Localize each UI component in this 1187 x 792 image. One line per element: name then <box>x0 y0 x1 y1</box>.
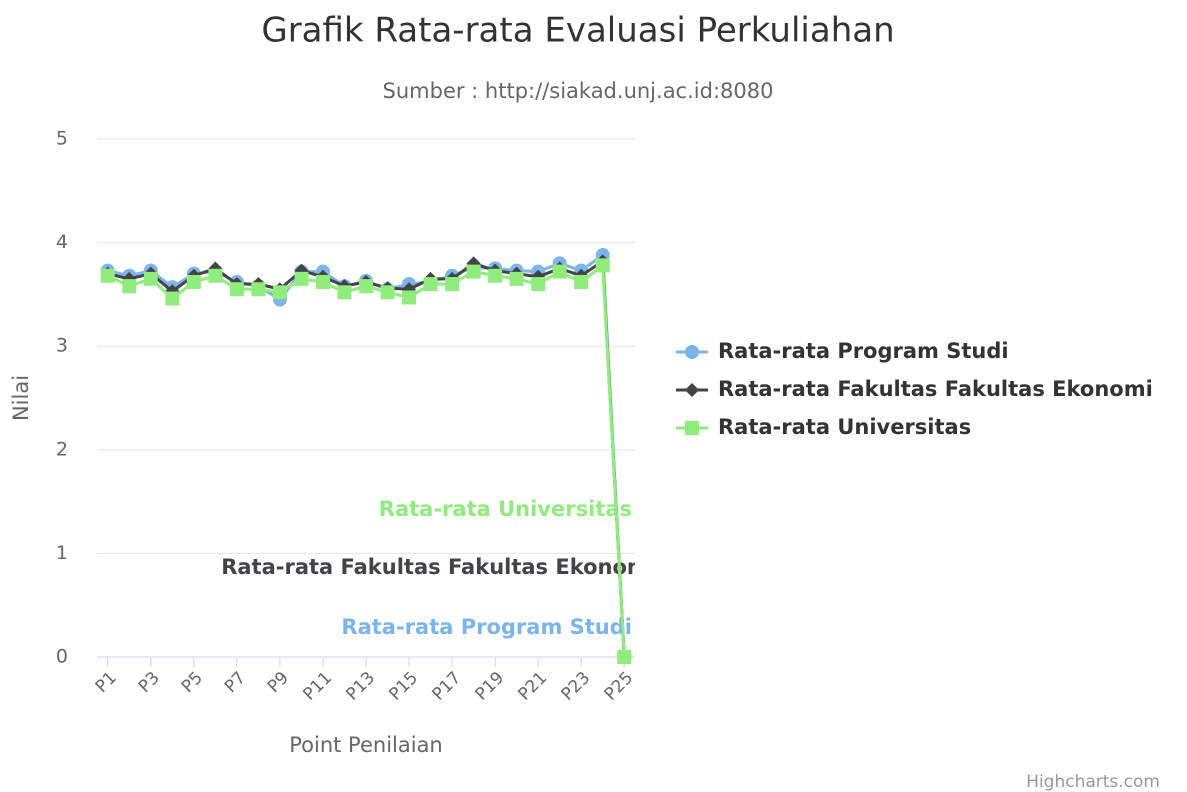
chart-title: Grafik Rata-rata Evaluasi Perkuliahan <box>261 11 894 51</box>
y-tick-label: 5 <box>56 128 68 150</box>
data-point <box>294 271 309 286</box>
data-point <box>574 274 589 289</box>
series-line <box>107 262 626 658</box>
data-point <box>617 650 632 664</box>
series-line <box>107 252 626 658</box>
series-label: Rata-rata Universitas <box>379 497 632 521</box>
data-point <box>552 264 567 279</box>
data-point <box>143 271 158 286</box>
data-point <box>208 268 223 283</box>
data-point <box>165 291 180 306</box>
y-tick-label: 1 <box>56 542 68 564</box>
x-tick-label: P19 <box>471 668 508 705</box>
data-point <box>531 277 546 292</box>
data-point <box>359 279 373 294</box>
data-point <box>509 271 524 286</box>
x-tick-label: P23 <box>558 668 595 705</box>
legend-marker <box>685 421 699 435</box>
chart-subtitle: Sumber : http://siakad.unj.ac.id:8080 <box>383 79 774 103</box>
credits[interactable]: Highcharts.com <box>1026 772 1160 792</box>
data-point <box>423 277 438 292</box>
data-point <box>488 268 503 283</box>
data-point <box>380 285 395 300</box>
x-tick-label: P9 <box>264 668 293 697</box>
data-point <box>122 279 137 294</box>
x-axis-title: Point Penilaian <box>289 733 443 757</box>
y-axis-title: Nilai <box>9 375 33 421</box>
data-point <box>466 264 481 279</box>
x-tick-label: P11 <box>299 668 336 705</box>
data-point <box>315 274 330 289</box>
series-line <box>107 258 626 658</box>
legend-marker <box>685 383 699 397</box>
data-point <box>229 282 244 297</box>
data-point <box>402 290 417 305</box>
data-point <box>272 285 287 300</box>
plot-area: Rata-rata Program Studi Rata-rata Fakulta… <box>221 497 656 639</box>
legend-label[interactable]: Rata-rata Program Studi <box>718 339 1009 363</box>
y-tick-label: 0 <box>56 646 68 668</box>
data-point <box>445 277 460 292</box>
legend-label[interactable]: Rata-rata Fakultas Fakultas Ekonomi <box>718 377 1153 401</box>
legend-label[interactable]: Rata-rata Universitas <box>718 415 971 439</box>
data-point <box>595 258 610 273</box>
x-tick-label: P13 <box>342 668 379 705</box>
y-tick-label: 2 <box>56 438 68 460</box>
series-label: Rata-rata Program Studi <box>341 615 632 639</box>
data-point <box>251 282 266 297</box>
x-tick-label: P17 <box>428 668 465 705</box>
data-point <box>337 285 352 300</box>
x-tick-label: P15 <box>385 668 422 705</box>
x-tick-label: P25 <box>601 668 638 705</box>
legend-marker <box>685 345 699 359</box>
y-tick-label: 4 <box>56 231 68 253</box>
data-point <box>100 268 115 283</box>
x-tick-label: P21 <box>515 668 552 705</box>
x-tick-label: P1 <box>92 668 121 697</box>
data-point <box>186 274 201 289</box>
series-label: Rata-rata Fakultas Fakultas Ekonomi <box>221 555 656 579</box>
x-tick-label: P3 <box>135 668 164 697</box>
x-tick-label: P5 <box>178 668 207 697</box>
x-tick-label: P7 <box>221 668 250 697</box>
y-tick-label: 3 <box>56 335 68 357</box>
